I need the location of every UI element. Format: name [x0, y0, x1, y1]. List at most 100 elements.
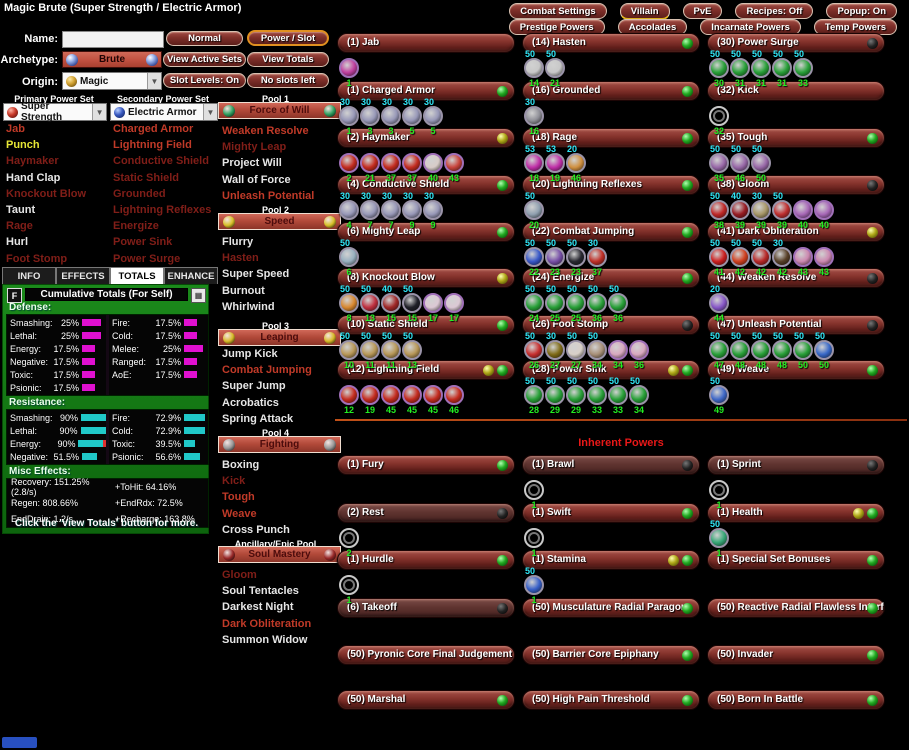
enhancement-slot[interactable]: 30 37 [587, 238, 608, 277]
enhancement-slot[interactable]: 50 49 [709, 376, 730, 415]
enhancement-slot[interactable]: 50 47 [709, 331, 730, 370]
enhancement-slot[interactable]: 40 15 [381, 284, 402, 323]
power-bar[interactable]: (6) Mighty Leap [337, 222, 515, 242]
chevron-down-icon[interactable]: ▼ [203, 104, 217, 120]
top-button-villain[interactable]: Villain [619, 3, 670, 20]
power-list-item[interactable]: Whirlwind [222, 300, 275, 313]
power-list-item[interactable]: Charged Armor [113, 123, 194, 135]
power-bar[interactable]: (38) Gloom [707, 175, 885, 195]
power-bar[interactable]: (49) Weave [707, 360, 885, 380]
enhancement-slot[interactable]: 20 46 [566, 144, 587, 183]
power-bar[interactable]: (22) Combat Jumping [522, 222, 700, 242]
enhancement-slot[interactable]: 50 46 [730, 144, 751, 183]
power-bar[interactable]: (50) Born In Battle [707, 690, 885, 710]
origin-select[interactable]: Magic ▼ [62, 72, 162, 90]
power-bar[interactable]: (10) Static Shield [337, 315, 515, 335]
power-list-item[interactable]: Acrobatics [222, 396, 279, 409]
enhancement-slot[interactable]: 50 50 [814, 331, 835, 370]
power-list-item[interactable]: Haymaker [6, 155, 59, 168]
power-list-item[interactable]: Hurl [6, 236, 28, 249]
enhancement-slot[interactable]: 30 9 [402, 191, 423, 230]
enhancement-slot[interactable]: 50 15 [402, 284, 423, 323]
top-button-combat-settings[interactable]: Combat Settings [509, 3, 607, 19]
archetype-prev-icon[interactable] [66, 53, 78, 66]
power-bar[interactable]: (50) Barrier Core Epiphany [522, 645, 700, 665]
enhancement-slot[interactable]: 53 18 [524, 144, 545, 183]
power-bar[interactable]: (1) Health [707, 503, 885, 523]
name-input[interactable] [62, 31, 164, 48]
power-bar[interactable]: (1) Charged Armor [337, 81, 515, 101]
enhancement-slot[interactable]: 50 50 [793, 331, 814, 370]
enhancement-slot[interactable]: 30 7 [381, 191, 402, 230]
enhancement-slot[interactable]: 40 [423, 148, 444, 183]
enhancement-slot[interactable]: 50 38 [709, 191, 730, 230]
float-button[interactable]: F [7, 288, 22, 303]
power-list-item[interactable]: Mighty Leap [222, 141, 287, 154]
power-list-item[interactable]: Wall of Force [222, 173, 291, 186]
power-list-item[interactable]: Super Speed [222, 268, 290, 281]
enhancement-slot[interactable]: 2 [339, 148, 360, 183]
enhancement-slot[interactable]: 50 48 [751, 331, 772, 370]
power-list-item[interactable]: Jump Kick [222, 348, 278, 360]
enhancement-slot[interactable]: 17 [444, 288, 465, 323]
power-bar[interactable]: (28) Power Sink [522, 360, 700, 380]
enhancement-slot[interactable]: 50 33 [587, 376, 608, 415]
enhancement-slot[interactable]: 40 [793, 195, 814, 230]
power-bar[interactable]: (50) Pyronic Core Final Judgement [337, 645, 515, 665]
enhancement-slot[interactable]: 20 44 [709, 284, 730, 323]
power-list-item[interactable]: Tough [222, 491, 255, 504]
power-bar[interactable]: (1) Sprint [707, 455, 885, 475]
chevron-down-icon[interactable]: ▼ [147, 73, 161, 89]
tab-totals[interactable]: TOTALS [110, 267, 164, 285]
power-list-item[interactable]: Foot Stomp [6, 252, 68, 265]
enhancement-slot[interactable]: 50 6 [339, 238, 360, 277]
enhancement-slot[interactable]: 12 [339, 380, 360, 415]
power-list-item[interactable]: Gloom [222, 569, 257, 581]
power-list-item[interactable]: Rage [6, 220, 33, 233]
enhancement-slot[interactable]: 2 [339, 523, 360, 558]
enhancement-slot[interactable]: 50 33 [793, 49, 814, 88]
enhancement-slot[interactable]: 30 3 [360, 97, 381, 136]
pool-select-fighting[interactable]: Fighting [218, 436, 341, 453]
enhancement-slot[interactable]: 50 1 [524, 566, 545, 605]
enhancement-slot[interactable]: 50 11 [360, 331, 381, 370]
power-bar[interactable]: (1) Swift [522, 503, 700, 523]
enhancement-slot[interactable]: 50 31 [772, 49, 793, 88]
top-button-pve[interactable]: PvE [682, 3, 723, 19]
form-button-view-active-sets[interactable]: View Active Sets [163, 52, 246, 67]
power-bar[interactable]: (35) Tough [707, 128, 885, 148]
power-bar[interactable]: (47) Unleash Potential [707, 315, 885, 335]
power-bar[interactable]: (1) Jab [337, 33, 515, 53]
power-list-item[interactable]: Unleash Potential [222, 189, 315, 202]
power-list-item[interactable]: Power Surge [113, 252, 181, 265]
enhancement-slot[interactable]: 50 29 [566, 376, 587, 415]
power-bar[interactable]: (18) Rage [522, 128, 700, 148]
enhancement-slot[interactable]: 30 3 [381, 97, 402, 136]
enhancement-slot[interactable]: 21 [360, 148, 381, 183]
power-bar[interactable]: (50) Marshal [337, 690, 515, 710]
power-list-item[interactable]: Punch [6, 139, 40, 152]
enhancement-slot[interactable]: 50 50 [751, 144, 772, 183]
power-list-item[interactable]: Lightning Field [113, 139, 192, 152]
power-list-item[interactable]: Cross Punch [222, 523, 290, 536]
enhancement-slot[interactable]: 40 39 [730, 191, 751, 230]
enhancement-slot[interactable]: 30 5 [402, 97, 423, 136]
pool-select-leaping[interactable]: Leaping [218, 329, 341, 346]
tab-enhance[interactable]: ENHANCE [164, 267, 218, 284]
power-bar[interactable]: (14) Hasten [522, 33, 700, 53]
power-bar[interactable]: (50) Musculature Radial Paragon [522, 598, 700, 618]
enhancement-slot[interactable]: 50 29 [545, 376, 566, 415]
power-bar[interactable]: (41) Dark Obliteration [707, 222, 885, 242]
enhancement-slot[interactable]: 50 31 [751, 49, 772, 88]
pool-select-speed[interactable]: Speed [218, 213, 341, 230]
enhancement-slot[interactable]: 30 7 [360, 191, 381, 230]
power-list-item[interactable]: Summon Widow [222, 633, 308, 646]
power-bar[interactable]: (1) Special Set Bonuses [707, 550, 885, 570]
power-list-item[interactable]: Weaken Resolve [222, 125, 309, 137]
enhancement-slot[interactable]: 50 42 [751, 238, 772, 277]
power-bar[interactable]: (12) Lightning Field [337, 360, 515, 380]
enhancement-slot[interactable]: 36 [629, 335, 650, 370]
power-list-item[interactable]: Super Jump [222, 380, 286, 393]
power-list-item[interactable]: Jab [6, 123, 25, 135]
pool-select-soul-mastery[interactable]: Soul Mastery [218, 546, 341, 563]
